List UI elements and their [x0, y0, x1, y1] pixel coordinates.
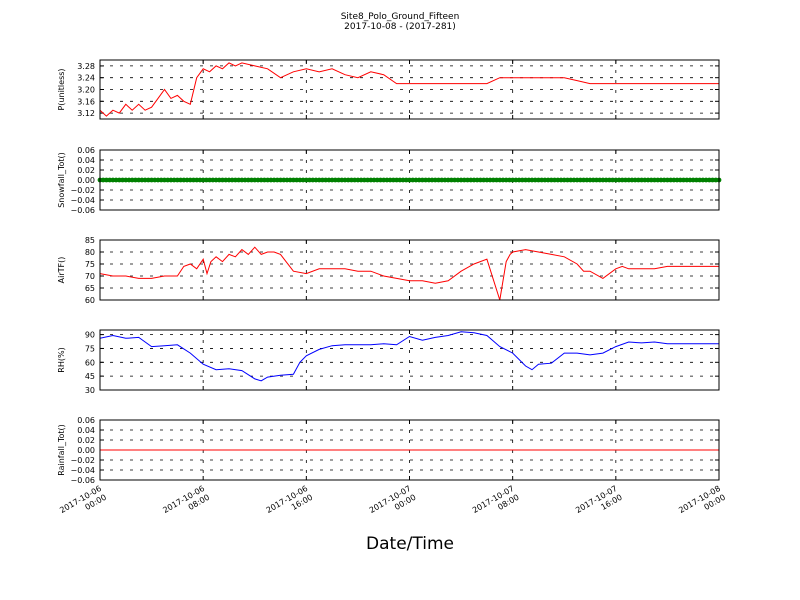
y-tick-label: 3.28 — [77, 62, 95, 71]
figure-title: Site8_Polo_Ground_Fifteen — [340, 12, 460, 22]
y-tick-label: 60 — [85, 296, 95, 305]
x-tick-label: 2017-10-0700:00 — [368, 484, 418, 524]
y-tick-label: 75 — [85, 260, 95, 269]
series-markers — [97, 177, 722, 183]
plot-frame — [99, 419, 720, 481]
y-tick-label: 30 — [85, 386, 95, 395]
panel-2: −0.06−0.04−0.020.000.020.040.06 Snowfall_… — [57, 146, 722, 215]
y-tick-label: 3.20 — [77, 86, 95, 95]
panel-4: 30 45 60 75 90 RH(%) — [57, 329, 720, 395]
y-tick-label: 0.02 — [77, 166, 95, 175]
y-axis-label: P(unitless) — [57, 68, 66, 110]
panel-1: 3.12 3.16 3.20 3.24 3.28 P(unitless) — [57, 59, 720, 120]
x-tick-label: 2017-10-0608:00 — [161, 484, 211, 524]
series-line — [99, 331, 719, 382]
y-tick-label: 85 — [85, 236, 95, 245]
plot-frame — [99, 59, 720, 120]
x-axis-title: Date/Time — [366, 534, 454, 554]
y-tick-label: 0.06 — [77, 146, 95, 155]
panel-5: −0.06−0.04−0.020.000.020.040.06 Rainfall_… — [57, 416, 720, 485]
y-tick-label: −0.06 — [70, 206, 95, 215]
series-line — [99, 62, 719, 117]
y-tick-label: 0.06 — [77, 416, 95, 425]
y-tick-label: 3.12 — [77, 109, 95, 118]
x-tick-label: 2017-10-0600:00 — [58, 484, 108, 524]
figure-subtitle: 2017-10-08 - (2017-281) — [344, 22, 456, 32]
plot-frame — [99, 239, 720, 301]
y-tick-label: −0.02 — [70, 186, 95, 195]
y-tick-label: 70 — [85, 272, 95, 281]
y-tick-label: −0.04 — [70, 466, 95, 475]
y-axis-label: Snowfall_Tot() — [57, 152, 66, 208]
panel-3: 60 65 70 75 80 85 AirTF() — [57, 236, 720, 305]
x-tick-label: 2017-10-0708:00 — [471, 484, 521, 524]
y-tick-label: 45 — [85, 372, 95, 381]
plot-frame — [99, 149, 720, 211]
figure-title-block: Site8_Polo_Ground_Fifteen 2017-10-08 - (… — [0, 12, 800, 32]
x-tick-label: 2017-10-0616:00 — [265, 484, 315, 524]
y-tick-label: −0.02 — [70, 456, 95, 465]
x-tick-labels: 2017-10-0600:00 2017-10-0608:00 2017-10-06… — [58, 484, 727, 524]
y-tick-label: 0.02 — [77, 436, 95, 445]
y-tick-label: 0.04 — [77, 156, 95, 165]
y-tick-label: 90 — [85, 331, 95, 340]
y-tick-label: 3.16 — [77, 97, 95, 106]
y-tick-label: 0.00 — [77, 446, 95, 455]
x-tick-label: 2017-10-0716:00 — [574, 484, 624, 524]
series-line — [99, 246, 719, 301]
y-tick-label: −0.06 — [70, 476, 95, 485]
y-tick-label: 0.04 — [77, 426, 95, 435]
y-tick-label: 65 — [85, 284, 95, 293]
y-tick-label: 60 — [85, 358, 95, 367]
x-tick-label: 2017-10-0800:00 — [677, 484, 727, 524]
y-axis-label: Rainfall_Tot() — [57, 424, 66, 476]
y-tick-label: −0.04 — [70, 196, 95, 205]
plot-frame — [99, 329, 720, 391]
y-tick-label: 80 — [85, 248, 95, 257]
y-tick-label: 0.00 — [77, 176, 95, 185]
y-axis-label: AirTF() — [57, 257, 66, 284]
y-tick-label: 75 — [85, 344, 95, 353]
y-tick-label: 3.24 — [77, 74, 95, 83]
y-axis-label: RH(%) — [57, 347, 66, 372]
